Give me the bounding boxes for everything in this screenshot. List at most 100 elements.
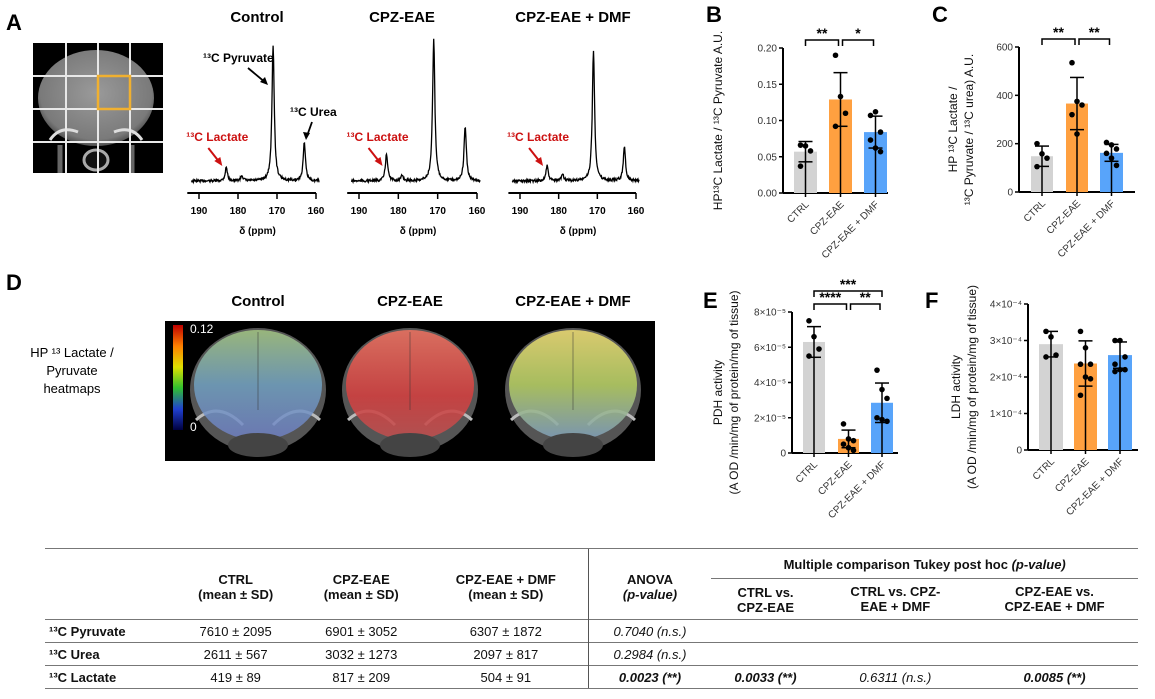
data-point <box>1117 337 1123 344</box>
data-point <box>811 333 817 340</box>
data-point <box>806 318 812 324</box>
data-point <box>840 441 847 447</box>
heatmap-title-control: Control <box>231 293 284 310</box>
data-point <box>1069 111 1075 118</box>
data-point <box>1082 345 1089 351</box>
y-tick-label: 0.20 <box>758 44 778 55</box>
data-point <box>840 421 847 427</box>
hdr-ctrl: CTRL <box>218 571 253 587</box>
data-point <box>877 129 884 135</box>
spectrum-x-tick-label: 170 <box>429 206 446 217</box>
data-point <box>1112 337 1118 344</box>
figure-panels: A B C D E F Control 190 180 170 160 δ (ppm) CP… <box>6 2 1138 521</box>
urea-label: ¹³C Urea <box>290 105 337 119</box>
table-row: ¹³C Lactate 419 ± 89 817 ± 209 504 ± 91 0.00… <box>45 665 1138 689</box>
cell-cmp1 <box>711 642 820 666</box>
hdr-cmp3: CPZ-EAE vs. <box>1015 584 1094 599</box>
heatmap-brain <box>505 328 641 457</box>
x-tick-label: CTRL <box>794 459 821 486</box>
data-point <box>832 123 839 130</box>
significance-bracket <box>804 39 840 46</box>
spectrum-x-tick-label: 180 <box>550 206 567 217</box>
heatmap-side-label-2: Pyruvate <box>46 363 97 378</box>
data-point <box>872 145 879 151</box>
bar-chart-b: 0.00 0.05 0.10 0.15 0.20 HP¹³C Lactate / ¹³C … <box>711 25 888 261</box>
cell-anova: 0.7040 (n.s.) <box>587 619 712 643</box>
table-row: ¹³C Urea 2611 ± 567 3032 ± 1273 2097 ± 817 0… <box>45 642 1138 666</box>
data-point <box>1048 334 1054 340</box>
panel-label-f: F <box>925 288 938 313</box>
y-axis-label: (A OD /min/mg of protein/mg of tissue) <box>965 285 979 489</box>
spectra-group: Control 190 180 170 160 δ (ppm) CPZ-EAE 190 180 1… <box>187 9 645 237</box>
hdr-cpz-sub: (mean ± SD) <box>323 586 399 602</box>
y-tick-label: 3×10⁻⁴ <box>990 336 1022 347</box>
heatmap-side-label-3: heatmaps <box>43 381 101 396</box>
y-tick-label: 400 <box>996 91 1013 102</box>
data-point <box>1103 139 1110 146</box>
bar-chart-c: 0 200 400 600 HP ¹³C Lactate / ¹³C Pyruvate /… <box>946 24 1135 260</box>
data-point <box>1103 150 1110 157</box>
spectrum-x-axis-label: δ (ppm) <box>239 226 276 237</box>
significance-label: ** <box>860 289 871 305</box>
data-point <box>1108 155 1115 161</box>
data-point <box>1044 155 1050 161</box>
brain-base <box>543 433 603 457</box>
data-point <box>837 93 844 100</box>
roi-box <box>96 74 132 111</box>
brain-base <box>380 433 440 457</box>
panel-label-b: B <box>706 2 722 27</box>
cell-ctrl: 419 ± 89 <box>172 665 299 689</box>
urea-arrowhead-icon <box>303 132 310 140</box>
lactate-label: ¹³C Lactate <box>507 130 569 144</box>
y-tick-label: 0 <box>1016 446 1022 457</box>
brain-base <box>228 433 288 457</box>
y-tick-label: 0.00 <box>758 189 778 200</box>
y-tick-label: 1×10⁻⁴ <box>990 409 1022 420</box>
data-point <box>850 447 857 454</box>
spectrum-title: Control <box>230 9 283 26</box>
bar-chart-e: 0 2×10⁻⁵ 4×10⁻⁵ 6×10⁻⁵ 8×10⁻⁵ PDH activity (A … <box>711 276 898 521</box>
spectrum-x-axis-label: δ (ppm) <box>400 226 437 237</box>
hdr-dmf: CPZ-EAE + DMF <box>455 571 556 587</box>
cell-cpz: 3032 ± 1273 <box>298 642 424 666</box>
data-point <box>797 142 804 148</box>
data-point <box>1053 352 1059 358</box>
heatmap-brain <box>190 328 326 457</box>
pyruvate-label: ¹³C Pyruvate <box>203 51 274 65</box>
spectrum-x-tick-label: 190 <box>191 206 208 217</box>
data-point <box>845 444 852 451</box>
cell-cmp1: 0.0033 (**) <box>711 665 820 689</box>
panel-label-a: A <box>6 10 22 35</box>
spectrum-x-tick-label: 180 <box>230 206 247 217</box>
heatmap-title-cpz-eae-dmf: CPZ-EAE + DMF <box>515 293 630 310</box>
data-point <box>1087 376 1094 382</box>
hdr-cpz: CPZ-EAE <box>332 571 390 587</box>
data-point <box>1074 131 1080 137</box>
hdr-cmp1-sub: CPZ-EAE <box>736 600 795 615</box>
spectrum-line <box>190 45 320 185</box>
y-tick-label: 200 <box>996 139 1013 150</box>
spectrum-x-tick-label: 170 <box>589 206 606 217</box>
significance-label: ** <box>817 25 828 41</box>
data-point <box>874 367 880 373</box>
y-tick-label: 0 <box>780 449 786 460</box>
spectrum-x-tick-label: 160 <box>628 206 645 217</box>
x-tick-label: CTRL <box>785 199 812 226</box>
spectrum-x-tick-label: 170 <box>269 206 286 217</box>
colorbar <box>173 325 183 430</box>
stats-table: CTRL (mean ± SD) CPZ-EAE (mean ± SD) CPZ-E… <box>45 548 1138 689</box>
x-tick-label: CTRL <box>1031 456 1058 483</box>
data-point <box>1112 361 1118 368</box>
cell-dmf: 504 ± 91 <box>424 665 589 689</box>
data-point <box>867 112 874 119</box>
data-point <box>1087 361 1094 368</box>
heatmap-title-cpz-eae: CPZ-EAE <box>377 293 443 310</box>
data-point <box>884 395 890 402</box>
lactate-arrowhead-icon <box>535 157 544 166</box>
data-point <box>1113 146 1120 152</box>
panel-label-c: C <box>932 2 948 27</box>
y-axis-label: HP ¹³C Lactate / <box>946 86 960 172</box>
cell-ctrl: 2611 ± 567 <box>172 642 299 666</box>
cell-dmf: 6307 ± 1872 <box>424 619 589 643</box>
spectrum-line <box>350 38 481 185</box>
